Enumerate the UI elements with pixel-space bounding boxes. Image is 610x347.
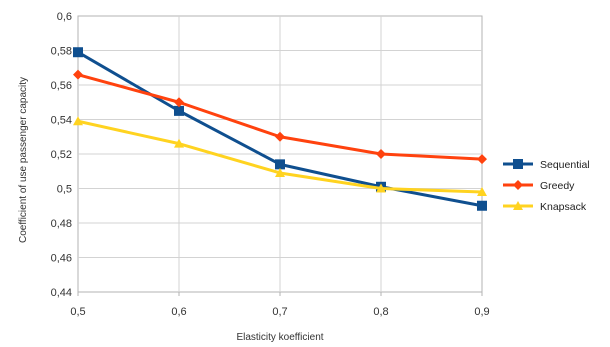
x-axis-label: Elasticity koefficient	[236, 332, 323, 343]
x-tick-label: 0,7	[272, 306, 287, 318]
data-point	[174, 138, 184, 148]
y-tick-label: 0,5	[57, 184, 72, 196]
data-point	[275, 131, 285, 142]
y-tick-label: 0,52	[51, 149, 72, 161]
data-point	[73, 116, 83, 126]
y-tick-label: 0,48	[51, 218, 72, 230]
data-point	[513, 201, 523, 210]
legend-item-greedy: Greedy	[503, 180, 575, 192]
series-knapsack	[73, 116, 487, 196]
legend-item-knapsack: Knapsack	[503, 201, 587, 213]
data-point	[174, 105, 184, 116]
legend-label: Greedy	[540, 180, 575, 192]
legend-item-sequential: Sequential	[503, 159, 590, 171]
x-tick-label: 0,5	[70, 306, 85, 318]
y-tick-label: 0,44	[51, 287, 72, 299]
data-point	[73, 69, 83, 80]
y-axis-label: Coefficient of use passenger capacity	[18, 77, 29, 243]
legend-label: Knapsack	[540, 201, 587, 213]
x-tick-label: 0,6	[171, 306, 186, 318]
data-point	[513, 180, 523, 190]
data-point	[477, 186, 487, 196]
data-point	[477, 154, 487, 165]
x-axis-ticks: 0,5 0,6 0,7 0,8 0,9	[70, 292, 490, 318]
data-point	[513, 159, 523, 169]
data-point	[275, 167, 285, 177]
y-tick-label: 0,56	[51, 80, 72, 92]
data-point	[174, 97, 184, 108]
y-tick-label: 0,46	[51, 253, 72, 265]
data-point	[376, 149, 386, 159]
data-point	[376, 183, 386, 193]
y-tick-label: 0,6	[57, 11, 72, 23]
x-tick-label: 0,9	[474, 306, 489, 318]
x-tick-label: 0,8	[373, 306, 388, 318]
series-greedy	[73, 69, 487, 165]
y-tick-label: 0,54	[51, 115, 72, 127]
y-axis-ticks: 0,44 0,46 0,48 0,5 0,52 0,54 0,56 0,58 0,6	[51, 11, 72, 299]
series-group	[73, 47, 487, 211]
data-point	[73, 47, 83, 58]
data-point	[477, 200, 487, 211]
legend: Sequential Greedy Knapsack	[503, 159, 590, 213]
y-tick-label: 0,58	[51, 46, 72, 58]
data-point	[275, 159, 285, 170]
legend-label: Sequential	[540, 159, 590, 171]
